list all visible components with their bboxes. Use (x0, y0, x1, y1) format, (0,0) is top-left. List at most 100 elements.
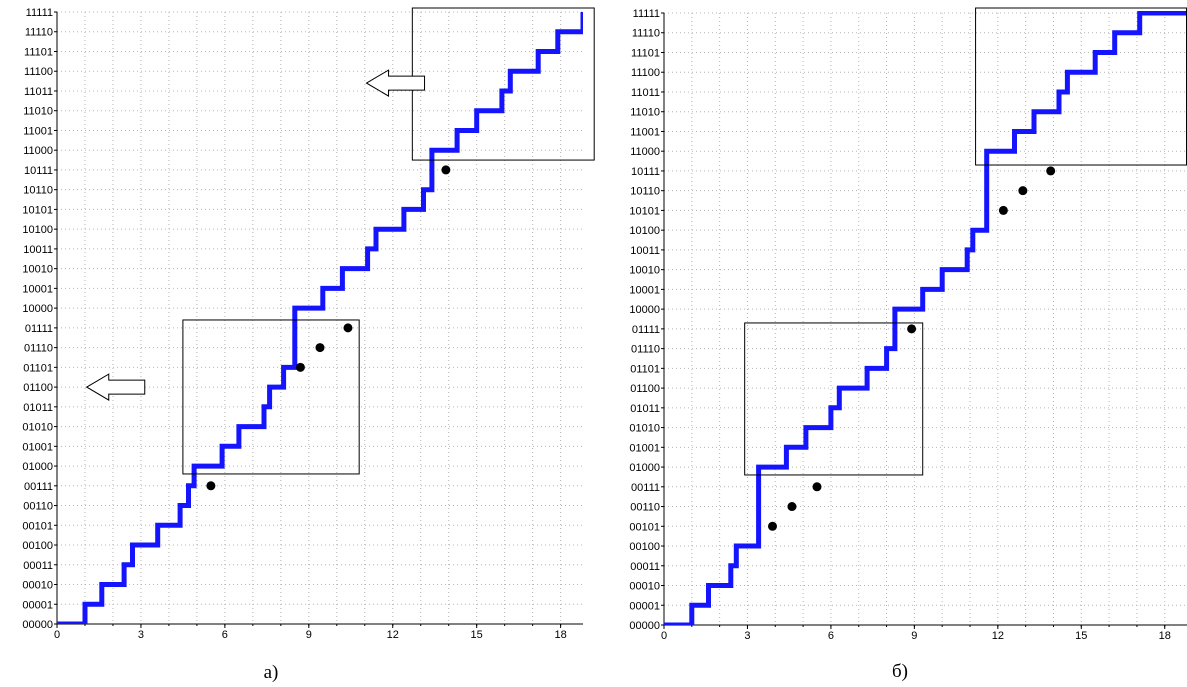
x-tick-label: 6 (222, 629, 228, 641)
y-tick-label: 10011 (630, 245, 660, 257)
y-tick-label: 00001 (629, 600, 660, 612)
data-point (767, 521, 777, 531)
y-tick-label: 10111 (24, 165, 53, 177)
y-tick-label: 00010 (22, 580, 53, 592)
y-tick-label: 11110 (632, 28, 660, 40)
y-tick-label: 10100 (22, 224, 53, 236)
y-tick-label: 01011 (23, 402, 53, 414)
y-tick-label: 01010 (629, 423, 660, 435)
y-tick-label: 01100 (630, 383, 660, 395)
y-tick-label: 01000 (22, 461, 53, 473)
y-tick-label: 11001 (630, 126, 660, 138)
y-tick-label: 11100 (631, 67, 660, 79)
x-tick-label: 6 (828, 630, 834, 642)
x-tick-label: 3 (138, 629, 144, 641)
data-point (907, 324, 917, 334)
y-tick-label: 10101 (629, 205, 660, 217)
y-tick-label: 00110 (630, 502, 660, 514)
step-series-line (57, 12, 583, 624)
y-tick-label: 00100 (629, 541, 660, 553)
y-tick-label: 10110 (23, 185, 53, 197)
data-point (206, 481, 216, 491)
x-tick-label: 15 (471, 629, 483, 641)
y-tick-label: 01111 (632, 324, 660, 336)
y-tick-label: 01111 (25, 323, 53, 335)
left-arrow-icon (365, 69, 426, 97)
y-tick-label: 11111 (26, 7, 53, 19)
y-tick-label: 10101 (22, 204, 53, 216)
data-point (295, 362, 305, 372)
panel-caption: б) (892, 661, 908, 682)
x-tick-label: 9 (911, 630, 917, 642)
y-tick-label: 00000 (22, 619, 53, 631)
y-tick-label: 00010 (629, 581, 660, 593)
y-tick-label: 00000 (629, 620, 660, 632)
y-tick-label: 11010 (630, 107, 660, 119)
y-tick-label: 01110 (631, 344, 660, 356)
y-tick-label: 11011 (631, 87, 660, 99)
y-tick-label: 01001 (22, 441, 53, 453)
y-tick-label: 11110 (25, 27, 53, 39)
y-tick-label: 00011 (23, 560, 53, 572)
y-tick-label: 10111 (631, 166, 660, 178)
y-tick-label: 00110 (23, 501, 53, 513)
y-tick-label: 10010 (629, 265, 660, 277)
y-tick-label: 01010 (22, 422, 53, 434)
left-arrow-icon (85, 373, 146, 401)
y-tick-label: 11011 (24, 86, 53, 98)
chart-b: 0000000001000100001100100001010011000111… (629, 7, 1187, 682)
data-point (441, 165, 451, 175)
y-tick-label: 01110 (24, 343, 53, 355)
y-tick-label: 00101 (22, 520, 53, 532)
x-tick-label: 18 (1159, 630, 1171, 642)
y-tick-label: 11000 (630, 146, 660, 158)
y-tick-label: 11111 (633, 8, 660, 20)
y-tick-label: 11001 (23, 125, 53, 137)
y-tick-label: 11010 (23, 106, 53, 118)
y-tick-label: 10110 (630, 186, 660, 198)
x-tick-label: 18 (554, 629, 566, 641)
data-point (812, 482, 822, 492)
y-tick-label: 10000 (629, 304, 660, 316)
x-tick-label: 12 (387, 629, 399, 641)
y-tick-label: 00101 (629, 521, 660, 533)
y-tick-label: 11000 (23, 145, 53, 157)
chart-a: 0000000001000100001100100001010011000111… (22, 7, 595, 683)
data-point (315, 343, 325, 353)
y-tick-label: 01011 (630, 403, 660, 415)
y-tick-label: 11100 (24, 66, 53, 78)
x-tick-label: 12 (992, 630, 1004, 642)
y-tick-label: 10010 (22, 264, 53, 276)
y-tick-label: 10100 (629, 225, 660, 237)
highlight-box (744, 322, 924, 476)
y-tick-label: 01101 (23, 362, 53, 374)
data-point (1018, 186, 1028, 196)
step-series-line (664, 11, 1187, 625)
y-tick-label: 01001 (629, 442, 660, 454)
y-tick-label: 10001 (22, 283, 53, 295)
y-tick-label: 10001 (629, 284, 660, 296)
y-tick-label: 00001 (22, 599, 53, 611)
y-tick-label: 11101 (24, 46, 53, 58)
panel-caption: а) (264, 662, 279, 683)
y-tick-label: 01000 (629, 462, 660, 474)
y-tick-label: 01100 (23, 382, 53, 394)
data-point (998, 205, 1008, 215)
x-tick-label: 0 (54, 629, 60, 641)
y-tick-label: 00011 (630, 561, 660, 573)
x-tick-label: 15 (1075, 630, 1087, 642)
y-tick-label: 00111 (24, 481, 53, 493)
data-point (1046, 166, 1056, 176)
x-tick-label: 3 (744, 630, 750, 642)
highlight-box (182, 319, 360, 475)
y-tick-label: 00111 (631, 482, 660, 494)
y-tick-label: 10000 (22, 303, 53, 315)
y-tick-label: 01101 (630, 363, 660, 375)
data-point (787, 502, 797, 512)
x-tick-label: 0 (661, 630, 667, 642)
data-point (343, 323, 353, 333)
x-tick-label: 9 (306, 629, 312, 641)
y-tick-label: 11101 (631, 47, 660, 59)
y-tick-label: 00100 (22, 540, 53, 552)
